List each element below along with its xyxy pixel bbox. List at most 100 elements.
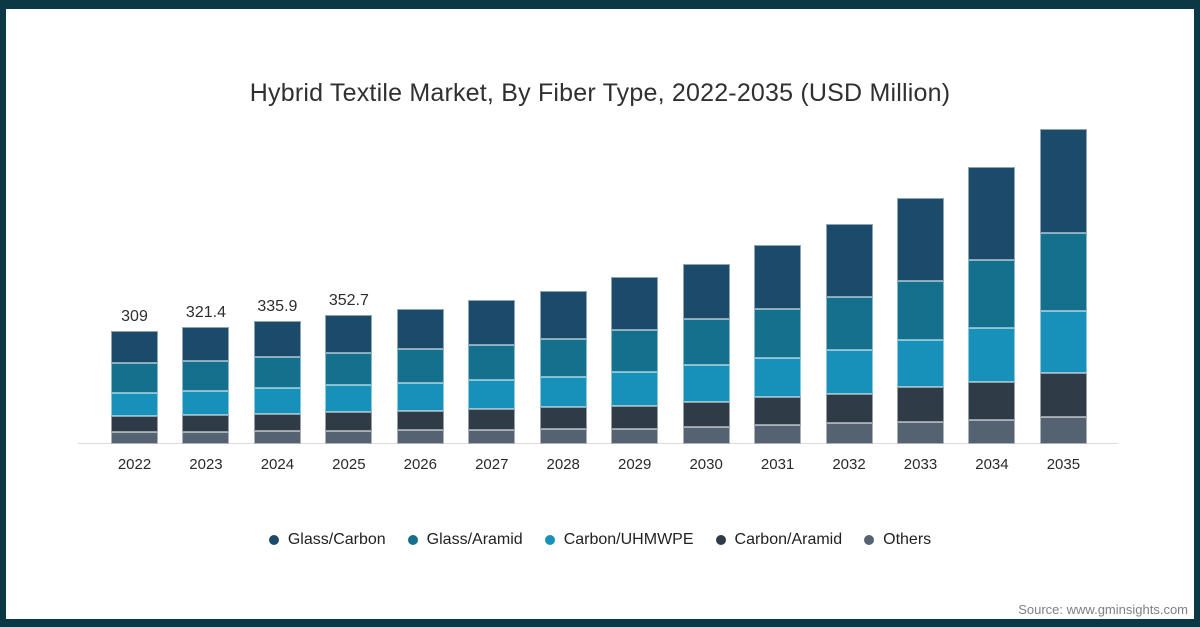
segment-carbon-uhmwpe: [396, 382, 444, 411]
segment-others: [968, 419, 1016, 444]
segment-glass-aramid: [396, 349, 444, 383]
segment-others: [396, 429, 444, 444]
legend-marker-glass-aramid: [407, 535, 418, 545]
bar-value-label: 352.7: [328, 292, 369, 310]
segment-others: [111, 432, 158, 444]
segment-glass-aramid: [1039, 233, 1087, 312]
segment-carbon-uhmwpe: [1039, 311, 1087, 373]
segment-carbon-uhmwpe: [539, 377, 587, 408]
bar-2035: 2035: [1039, 104, 1087, 473]
segment-carbon-uhmwpe: [182, 390, 230, 416]
segment-glass-carbon: [396, 308, 444, 350]
segment-glass-carbon: [896, 198, 944, 282]
segment-carbon-aramid: [539, 407, 587, 429]
bar-value-label: 335.9: [257, 298, 298, 316]
segment-others: [754, 424, 802, 444]
x-axis-label: 2025: [332, 456, 366, 473]
segment-glass-carbon: [539, 290, 587, 340]
bar-2023: 321.4 2023: [182, 104, 230, 473]
x-axis-label: 2022: [117, 456, 152, 473]
segment-others: [468, 429, 516, 444]
segment-glass-carbon: [682, 263, 730, 320]
segment-carbon-uhmwpe: [682, 364, 730, 403]
segment-glass-aramid: [754, 309, 802, 358]
segment-carbon-aramid: [111, 415, 158, 433]
segment-others: [539, 429, 587, 444]
bar-2032: 2032: [825, 104, 873, 473]
legend-label: Glass/Aramid: [426, 531, 523, 548]
x-axis-label: 2024: [260, 456, 295, 473]
x-axis-label: 2026: [403, 456, 437, 473]
legend-label: Glass/Carbon: [287, 531, 386, 548]
segment-glass-aramid: [182, 360, 230, 391]
segment-carbon-uhmwpe: [825, 350, 873, 395]
segment-carbon-uhmwpe: [754, 357, 802, 397]
bar-value-label: 321.4: [185, 303, 226, 321]
segment-others: [182, 431, 230, 444]
segment-others: [825, 423, 873, 444]
segment-glass-carbon: [1039, 128, 1087, 234]
legend-marker-glass-carbon: [268, 535, 279, 545]
segment-carbon-uhmwpe: [611, 372, 659, 406]
segment-glass-carbon: [968, 166, 1016, 260]
segment-others: [896, 422, 944, 444]
segment-glass-aramid: [253, 357, 301, 389]
bar-2033: 2033: [896, 104, 944, 473]
segment-carbon-aramid: [1039, 372, 1087, 417]
segment-carbon-aramid: [968, 381, 1016, 420]
bar-value-label: 309: [121, 308, 148, 326]
x-axis-label: 2033: [903, 456, 938, 473]
segment-glass-aramid: [825, 296, 873, 351]
segment-glass-aramid: [896, 281, 944, 340]
segment-glass-aramid: [611, 330, 659, 373]
x-axis-label: 2035: [1046, 456, 1081, 473]
segment-carbon-aramid: [754, 396, 802, 425]
bar-2028: 2028: [539, 104, 587, 473]
segment-glass-aramid: [682, 319, 730, 365]
segment-others: [253, 431, 301, 444]
segment-glass-carbon: [111, 331, 158, 364]
legend-item-glass-carbon: Glass/Carbon: [268, 531, 386, 549]
segment-glass-carbon: [754, 245, 802, 310]
legend-marker-others: [864, 535, 875, 545]
segment-others: [611, 428, 659, 444]
segment-carbon-uhmwpe: [896, 339, 944, 388]
x-axis-label: 2029: [617, 456, 652, 473]
segment-others: [1039, 416, 1087, 444]
segment-glass-aramid: [468, 344, 516, 381]
segment-others: [325, 430, 373, 444]
legend-item-glass-aramid: Glass/Aramid: [407, 531, 523, 549]
bar-2026: 2026: [396, 104, 444, 473]
bar-2034: 2034: [968, 104, 1016, 473]
x-axis-line: [78, 443, 1118, 444]
segment-carbon-aramid: [896, 387, 944, 423]
chart-title: Hybrid Textile Market, By Fiber Type, 20…: [249, 79, 951, 107]
segment-carbon-aramid: [611, 405, 659, 429]
plot-area: 309 2022 321.4 2023 335.9 2024 352.7 2025 2026 20…: [111, 104, 1087, 473]
segment-carbon-aramid: [825, 394, 873, 424]
legend-item-others: Others: [864, 531, 931, 549]
segment-glass-carbon: [325, 315, 373, 354]
segment-glass-aramid: [325, 353, 373, 385]
segment-carbon-aramid: [396, 410, 444, 430]
segment-glass-carbon: [253, 321, 301, 358]
x-axis-label: 2034: [975, 456, 1009, 473]
legend-item-carbon-uhmwpe: Carbon/UHMWPE: [544, 531, 694, 549]
x-axis-label: 2023: [189, 456, 223, 473]
segment-glass-aramid: [539, 339, 587, 378]
segment-carbon-aramid: [468, 408, 516, 430]
legend: Glass/Carbon Glass/Aramid Carbon/UHMWPE Car…: [6, 531, 1194, 549]
legend-item-carbon-aramid: Carbon/Aramid: [715, 531, 842, 549]
segment-carbon-uhmwpe: [253, 388, 301, 414]
x-axis-label: 2031: [760, 456, 795, 473]
bar-2031: 2031: [754, 104, 802, 473]
legend-label: Others: [883, 531, 932, 548]
x-axis-label: 2030: [689, 456, 723, 473]
bar-2027: 2027: [468, 104, 516, 473]
source-text: Source: www.gminsights.com: [1018, 602, 1188, 617]
segment-glass-carbon: [611, 277, 659, 331]
segment-carbon-uhmwpe: [968, 327, 1016, 382]
segment-carbon-aramid: [182, 415, 230, 432]
segment-carbon-aramid: [253, 413, 301, 432]
